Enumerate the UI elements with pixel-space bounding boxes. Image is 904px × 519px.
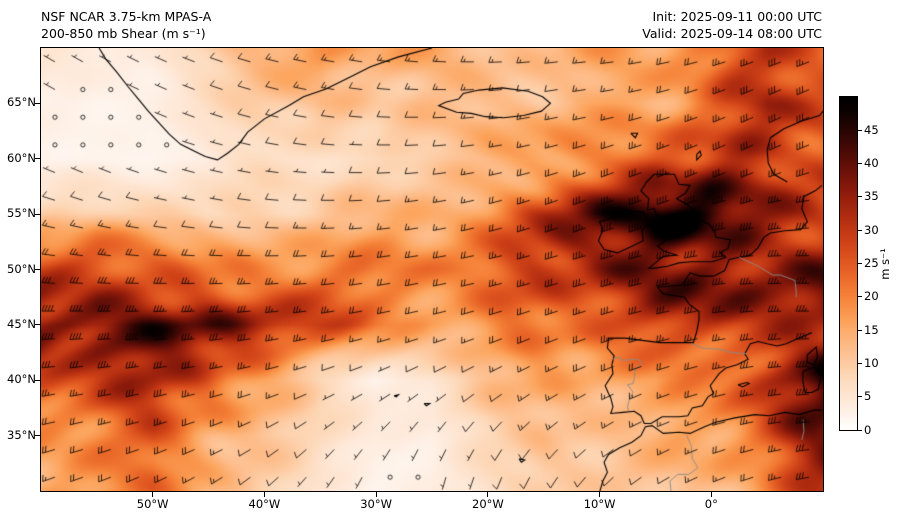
shear-map-canvas bbox=[41, 48, 823, 491]
lon-tick-mark bbox=[710, 492, 712, 497]
colorbar-tick-label: 45 bbox=[864, 122, 879, 137]
colorbar-tick-mark bbox=[858, 362, 862, 364]
colorbar-unit-label: m s⁻¹ bbox=[878, 247, 892, 280]
colorbar-tick-label: 40 bbox=[864, 156, 879, 171]
colorbar-tick-mark bbox=[858, 196, 862, 198]
colorbar-tick-label: 30 bbox=[864, 222, 879, 237]
lat-tick-mark bbox=[35, 435, 40, 437]
colorbar-tick-label: 20 bbox=[864, 289, 879, 304]
colorbar-tick-mark bbox=[858, 329, 862, 331]
lat-tick-label: 60°N bbox=[7, 150, 36, 165]
init-time: Init: 2025-09-11 00:00 UTC bbox=[652, 9, 822, 24]
lon-tick-label: 0° bbox=[704, 497, 718, 511]
colorbar-tick-label: 15 bbox=[864, 322, 879, 337]
colorbar-tick-mark bbox=[858, 163, 862, 165]
lat-tick-label: 35°N bbox=[7, 427, 36, 442]
lon-tick-label: 50°W bbox=[136, 497, 169, 511]
colorbar-tick-label: 5 bbox=[864, 389, 872, 404]
map-panel bbox=[40, 47, 824, 492]
title-block: NSF NCAR 3.75-km MPAS-A 200-850 mb Shear… bbox=[41, 8, 211, 42]
timestamp-block: Init: 2025-09-11 00:00 UTC Valid: 2025-0… bbox=[642, 8, 822, 42]
lon-tick-mark bbox=[152, 492, 154, 497]
lat-tick-mark bbox=[35, 324, 40, 326]
colorbar-tick-mark bbox=[858, 229, 862, 231]
colorbar-tick-label: 25 bbox=[864, 256, 879, 270]
lon-tick-mark bbox=[375, 492, 377, 497]
lon-tick-mark bbox=[599, 492, 601, 497]
lon-tick-label: 20°W bbox=[472, 497, 504, 511]
lat-tick-mark bbox=[35, 158, 40, 160]
lat-tick-mark bbox=[35, 269, 40, 270]
field-title: 200-850 mb Shear (m s⁻¹) bbox=[41, 26, 206, 41]
lat-tick-label: 50°N bbox=[7, 261, 36, 276]
colorbar-tick-mark bbox=[858, 296, 862, 298]
colorbar-tick-mark bbox=[858, 396, 862, 398]
lon-tick-label: 40°W bbox=[248, 497, 281, 511]
lon-tick-label: 30°W bbox=[360, 497, 392, 511]
lon-tick-label: 10°W bbox=[583, 497, 616, 511]
lat-tick-mark bbox=[35, 102, 40, 104]
lon-tick-mark bbox=[263, 492, 265, 497]
lat-tick-label: 40°N bbox=[7, 372, 36, 387]
valid-time: Valid: 2025-09-14 08:00 UTC bbox=[642, 26, 822, 41]
lat-tick-mark bbox=[35, 213, 40, 215]
colorbar-tick-label: 10 bbox=[864, 355, 879, 370]
colorbar bbox=[839, 96, 858, 431]
lat-tick-label: 55°N bbox=[7, 206, 36, 221]
model-title: NSF NCAR 3.75-km MPAS-A bbox=[41, 9, 212, 24]
lon-tick-mark bbox=[487, 492, 489, 497]
colorbar-tick-mark bbox=[858, 263, 862, 264]
colorbar-label-wrap: m s⁻¹ bbox=[872, 97, 898, 430]
lat-tick-mark bbox=[35, 379, 40, 381]
colorbar-tick-label: 35 bbox=[864, 189, 879, 204]
colorbar-tick-mark bbox=[858, 129, 862, 131]
lat-tick-label: 65°N bbox=[7, 95, 36, 110]
colorbar-tick-mark bbox=[858, 429, 862, 431]
colorbar-tick-label: 0 bbox=[864, 422, 872, 437]
lat-tick-label: 45°N bbox=[7, 316, 36, 331]
